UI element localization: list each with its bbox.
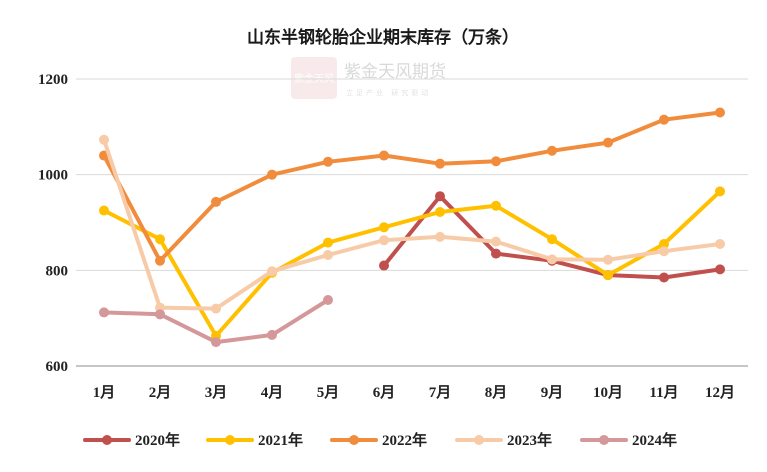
data-point [435,231,445,242]
data-point [267,329,277,340]
watermark: 紫金天风 紫金天风期货 立足产业 研究驱动 [291,57,446,99]
data-point [323,237,333,248]
data-point [659,246,669,257]
data-point [715,239,725,250]
data-point [435,206,445,217]
chart-title: 山东半钢轮胎企业期末库存（万条） [247,27,519,48]
x-tick-label: 8月 [485,384,508,401]
series-line [102,110,722,263]
data-point [603,137,613,148]
data-point [211,303,221,314]
legend-item-2020年: 2020年 [83,431,180,449]
series-line [102,189,722,338]
data-point [491,200,501,211]
watermark-slogan: 立足产业 研究驱动 [346,88,431,97]
data-point [547,254,557,265]
legend-item-2021年: 2021年 [206,431,303,449]
x-tick-label: 11月 [649,384,678,401]
data-point [211,196,221,207]
y-tick-label: 1200 [38,72,68,88]
data-point [435,158,445,169]
data-point [715,264,725,275]
data-point [659,272,669,283]
data-point [659,239,669,250]
x-tick-label: 7月 [429,384,452,401]
data-point [547,234,557,245]
data-point [379,260,389,271]
y-tick-label: 1000 [38,168,68,184]
x-tick-label: 12月 [705,384,735,401]
data-point [491,156,501,167]
data-point [659,114,669,125]
legend-item-2023年: 2023年 [455,431,552,449]
legend-label: 2020年 [135,431,180,449]
data-point [379,150,389,161]
x-tick-label: 4月 [261,384,284,401]
data-point [323,250,333,261]
x-tick-label: 1月 [93,384,116,401]
x-axis: 1月 2月 3月 4月 5月 6月 7月 8月 9月 10月 11月 12月 [93,384,735,401]
data-point [323,294,333,305]
data-point [603,254,613,265]
data-point [267,266,277,277]
series-2023年 [99,134,725,314]
data-point [99,205,109,216]
data-point [715,186,725,197]
x-tick-label: 6月 [373,384,396,401]
watermark-logo-icon [291,57,337,99]
data-point [379,235,389,246]
data-point [155,255,165,266]
series-2024年 [99,294,333,348]
data-point [435,191,445,202]
legend-marker-icon [102,435,112,445]
x-tick-label: 9月 [541,384,564,401]
legend-label: 2022年 [382,431,427,449]
y-tick-label: 600 [46,359,69,375]
data-point [211,337,221,348]
y-tick-label: 800 [46,263,69,279]
legend-label: 2024年 [632,431,677,449]
data-point [323,156,333,167]
series-layer [99,107,725,348]
x-tick-label: 3月 [205,384,228,401]
data-point [379,222,389,233]
data-point [99,134,109,145]
legend: 2020年 2021年 2022年 2023年 2024年 [83,431,677,449]
legend-label: 2021年 [258,431,303,449]
data-point [267,169,277,180]
x-tick-label: 2月 [149,384,172,401]
legend-marker-icon [599,435,609,445]
legend-marker-icon [349,435,359,445]
data-point [547,145,557,156]
legend-item-2024年: 2024年 [580,431,677,449]
data-point [491,248,501,259]
legend-label: 2023年 [507,431,552,449]
x-tick-label: 10月 [593,384,623,401]
data-point [491,236,501,247]
data-point [99,307,109,318]
series-2021年 [99,186,725,341]
watermark-brand: 紫金天风期货 [344,62,446,82]
data-point [603,270,613,281]
data-point [715,107,725,118]
x-tick-label: 5月 [317,384,340,401]
legend-marker-icon [474,435,484,445]
legend-item-2022年: 2022年 [330,431,427,449]
grid-lines [76,78,748,367]
series-2022年 [99,107,725,266]
series-line [102,137,722,311]
data-point [155,234,165,245]
data-point [155,309,165,320]
legend-marker-icon [225,435,235,445]
y-axis: 600 800 1000 1200 [38,72,68,375]
